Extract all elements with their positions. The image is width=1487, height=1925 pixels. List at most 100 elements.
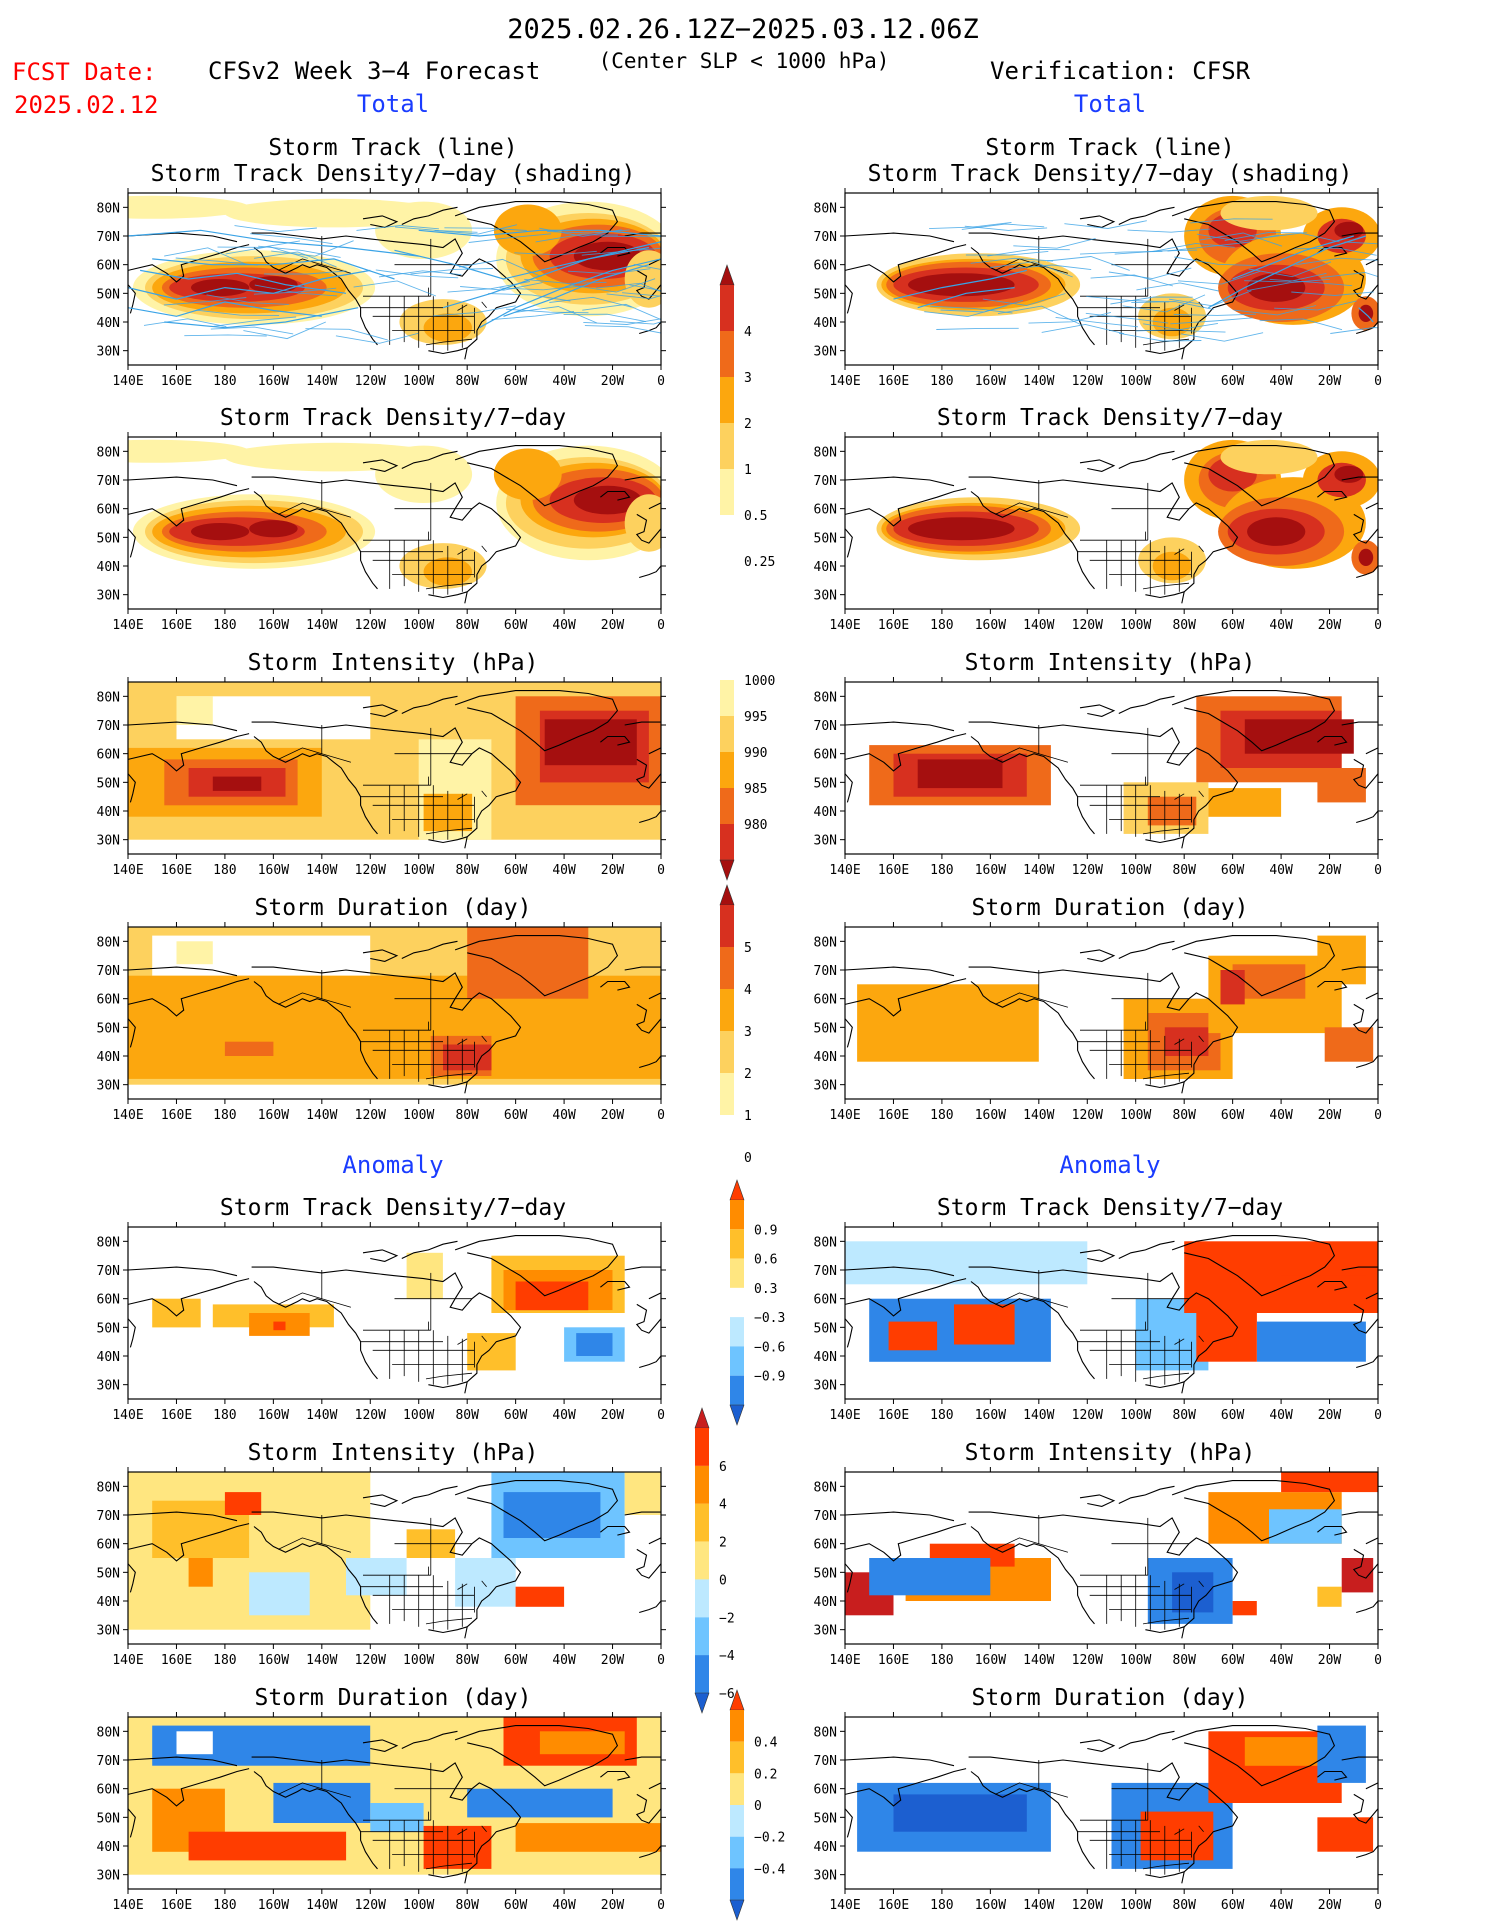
lat-tick-label: 70N (97, 474, 120, 489)
lon-tick-label: 40W (552, 1408, 576, 1423)
lon-tick-label: 40W (552, 1898, 576, 1913)
colorbar-tick-label: 0.4 (754, 1736, 778, 1751)
lon-tick-label: 80W (1172, 863, 1196, 878)
lon-tick-label: 0 (1374, 374, 1382, 389)
lon-tick-label: 100W (403, 1108, 434, 1123)
lon-tick-label: 0 (1374, 618, 1382, 633)
lon-tick-label: 80W (455, 1898, 479, 1913)
lon-tick-label: 140E (112, 1108, 143, 1123)
lon-tick-label: 160E (878, 618, 909, 633)
lon-tick-label: 160W (258, 1898, 289, 1913)
colorbar-tick-label: 1 (744, 463, 752, 478)
lat-tick-label: 80N (814, 935, 837, 950)
lon-tick-label: 180 (930, 374, 953, 389)
colorbar-duration: 543210 (720, 885, 752, 1166)
section-total-left: Total (357, 90, 429, 118)
lon-tick-label: 140W (1023, 374, 1054, 389)
lon-tick-label: 140E (112, 618, 143, 633)
lat-tick-label: 30N (814, 589, 837, 604)
lon-tick-label: 80W (1172, 618, 1196, 633)
lon-tick-label: 120W (355, 1108, 386, 1123)
lon-tick-label: 100W (403, 618, 434, 633)
lon-tick-label: 20W (601, 1408, 625, 1423)
panel-title-duration-anom-right: Storm Duration (day) (972, 1685, 1249, 1711)
lat-tick-label: 60N (97, 1783, 120, 1798)
lon-tick-label: 60W (504, 863, 528, 878)
lon-tick-label: 0 (1374, 1898, 1382, 1913)
lon-tick-label: 100W (1120, 1108, 1151, 1123)
lon-tick-label: 160W (975, 1898, 1006, 1913)
lat-tick-label: 40N (814, 805, 837, 820)
lon-tick-label: 140E (829, 1108, 860, 1123)
lat-tick-label: 70N (97, 719, 120, 734)
lat-tick-label: 80N (814, 1235, 837, 1250)
lat-tick-label: 40N (814, 1350, 837, 1365)
lat-tick-label: 80N (97, 690, 120, 705)
lon-tick-label: 160W (975, 374, 1006, 389)
lon-tick-label: 180 (930, 1898, 953, 1913)
lon-tick-label: 120W (355, 863, 386, 878)
lon-tick-label: 40W (552, 374, 576, 389)
colorbar-tick-label: 0.6 (754, 1253, 777, 1268)
lon-tick-label: 80W (1172, 1898, 1196, 1913)
lon-tick-label: 20W (601, 618, 625, 633)
lat-tick-label: 80N (97, 445, 120, 460)
lon-tick-label: 180 (213, 1408, 236, 1423)
shading-field (128, 1717, 661, 1875)
lon-tick-label: 120W (1072, 1408, 1103, 1423)
panel-title-intensity-right: Storm Intensity (hPa) (965, 650, 1256, 676)
lat-tick-label: 50N (97, 531, 120, 546)
lon-tick-label: 180 (930, 1108, 953, 1123)
lon-tick-label: 140W (1023, 1408, 1054, 1423)
lon-tick-label: 180 (930, 1408, 953, 1423)
lon-tick-label: 80W (455, 618, 479, 633)
lon-tick-label: 140W (306, 1653, 337, 1668)
lat-tick-label: 30N (814, 1869, 837, 1884)
lon-tick-label: 60W (504, 1898, 528, 1913)
colorbar-tick-label: 2 (744, 1067, 752, 1082)
lat-tick-label: 30N (97, 1379, 120, 1394)
colorbar-tick-label: −6 (719, 1687, 735, 1702)
panel-title-track-shading-right: Storm Track Density/7−day (shading) (868, 161, 1353, 187)
lon-tick-label: 0 (657, 1408, 665, 1423)
lon-tick-label: 160E (878, 1408, 909, 1423)
colorbar-tick-label: 995 (744, 710, 767, 725)
lat-tick-label: 50N (97, 1566, 120, 1581)
colorbar-tick-label: 3 (744, 371, 752, 386)
lon-tick-label: 20W (1318, 1108, 1342, 1123)
lat-tick-label: 80N (97, 935, 120, 950)
lon-tick-label: 20W (1318, 618, 1342, 633)
map-panel-cfsv2-duration: 140E 160E 180 160W 140W 120W 100W 80W 60W 40W 20W 0… (97, 922, 666, 1123)
lon-tick-label: 60W (1221, 1108, 1245, 1123)
shading-field (128, 927, 661, 1085)
figure-canvas: 2025.02.26.12Z−2025.03.12.06Z FCST Date:… (0, 0, 1487, 1925)
lon-tick-label: 160W (975, 1653, 1006, 1668)
criterion-label: (Center SLP < 1000 hPa) (599, 49, 890, 73)
date-range-title: 2025.02.26.12Z−2025.03.12.06Z (507, 14, 978, 45)
lon-tick-label: 180 (213, 1898, 236, 1913)
lon-tick-label: 180 (213, 618, 236, 633)
panel-title-track-line-left: Storm Track (line) (268, 135, 517, 161)
lon-tick-label: 140W (306, 1108, 337, 1123)
colorbar-tick-label: −4 (719, 1649, 735, 1664)
lat-tick-label: 50N (814, 1321, 837, 1336)
map-panel-cfsv2-intensity: 140E 160E 180 160W 140W 120W 100W 80W 60W 40W 20W 0… (97, 677, 666, 878)
lat-tick-label: 40N (814, 1840, 837, 1855)
map-panels: 140E 160E 180 160W 140W 120W 100W 80W 60W 40W 20W 0… (55, 188, 1427, 1913)
colorbar-tick-label: 990 (744, 746, 767, 761)
colorbar-tick-label: −0.4 (754, 1862, 785, 1877)
verification-title: Verification: CFSR (990, 57, 1251, 85)
lat-tick-label: 70N (97, 1264, 120, 1279)
colorbar-tick-label: 0.3 (754, 1282, 777, 1297)
lon-tick-label: 140E (829, 1408, 860, 1423)
colorbar-tick-label: 0 (754, 1799, 762, 1814)
map-panel-cfsv2-density: 140E 160E 180 160W 140W 120W 100W 80W 60W 40W 20W 0… (55, 432, 680, 633)
lon-tick-label: 100W (403, 1408, 434, 1423)
lat-tick-label: 60N (814, 993, 837, 1008)
lon-tick-label: 40W (1269, 1653, 1293, 1668)
lon-tick-label: 100W (403, 1653, 434, 1668)
panel-title-duration-anom-left: Storm Duration (day) (255, 1685, 532, 1711)
lon-tick-label: 80W (1172, 1108, 1196, 1123)
lon-tick-label: 160E (878, 863, 909, 878)
panel-title-density-anom-right: Storm Track Density/7−day (937, 1195, 1283, 1221)
